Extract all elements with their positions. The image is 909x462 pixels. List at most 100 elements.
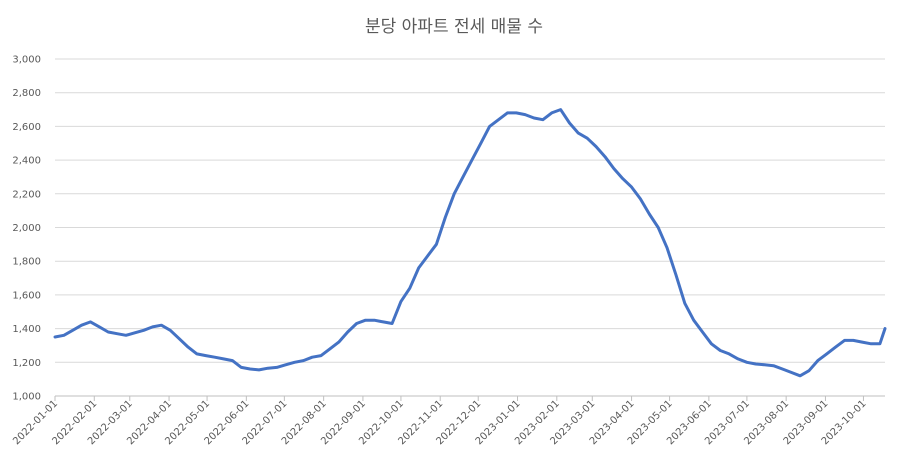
data-point	[53, 335, 57, 339]
y-tick-label: 3,000	[12, 55, 41, 66]
data-point	[834, 345, 837, 349]
data-point	[426, 254, 429, 258]
data-point	[346, 330, 349, 334]
data-point	[319, 354, 323, 357]
y-axis: 1,000 1,200 1,400 1,600 1,800 2,000 2,200 2,400…	[12, 55, 41, 403]
y-tick-label: 2,800	[12, 88, 41, 99]
data-point	[452, 192, 456, 195]
data-point	[195, 352, 199, 356]
data-point	[568, 121, 571, 125]
data-point	[798, 374, 802, 377]
data-point	[878, 342, 882, 345]
data-point	[204, 354, 207, 357]
data-point	[852, 339, 855, 342]
y-tick-label: 2,000	[12, 223, 41, 234]
data-point	[169, 329, 172, 332]
data-point	[381, 320, 385, 324]
data-point	[621, 177, 624, 180]
data-point	[523, 113, 527, 116]
data-point	[222, 357, 225, 361]
data-point	[825, 352, 828, 356]
y-tick-label: 1,800	[12, 257, 41, 268]
y-tick-label: 1,400	[12, 324, 41, 335]
data-point	[328, 347, 332, 351]
data-point	[248, 367, 252, 371]
data-point	[240, 366, 243, 369]
data-point	[293, 361, 296, 364]
data-point	[364, 318, 367, 322]
data-point	[754, 362, 757, 366]
data-point	[860, 340, 864, 344]
chart-title: 분당 아파트 전세 매물 수	[365, 17, 543, 37]
data-point	[71, 329, 74, 332]
data-point	[151, 325, 154, 329]
data-point	[586, 136, 589, 140]
data-point	[98, 325, 101, 329]
data-point	[461, 175, 465, 179]
data-point	[266, 366, 270, 370]
gridlines	[55, 58, 885, 363]
data-point	[639, 197, 642, 201]
data-point	[470, 158, 474, 162]
data-point	[515, 111, 518, 115]
data-point	[479, 142, 482, 145]
data-point	[284, 363, 287, 367]
data-point	[257, 368, 261, 372]
data-point	[594, 145, 598, 148]
x-axis: 2022-01-012022-02-012022-03-012022-04-01…	[11, 395, 885, 447]
data-point	[692, 318, 695, 322]
data-point	[497, 118, 500, 121]
series-line	[53, 108, 887, 378]
y-tick-label: 1,600	[12, 290, 41, 301]
data-point	[444, 216, 447, 219]
data-point	[213, 356, 216, 359]
data-point	[807, 369, 811, 372]
data-point	[701, 330, 704, 334]
data-point	[311, 356, 314, 359]
data-point	[772, 364, 775, 367]
data-point	[577, 131, 580, 135]
data-point	[727, 352, 731, 356]
y-tick-label: 2,600	[12, 122, 41, 133]
data-point	[186, 345, 190, 349]
data-point	[869, 342, 873, 345]
data-point	[115, 332, 119, 335]
data-point	[843, 339, 846, 342]
data-point	[231, 359, 234, 362]
data-point	[816, 359, 820, 362]
y-tick-label: 2,400	[12, 156, 41, 167]
data-point	[710, 342, 713, 345]
y-tick-label: 1,000	[12, 392, 41, 403]
data-point	[417, 266, 420, 270]
data-point	[355, 322, 358, 325]
data-point	[674, 273, 678, 276]
data-point	[124, 334, 128, 337]
data-point	[408, 286, 412, 290]
data-point	[532, 116, 536, 120]
data-point	[107, 330, 110, 334]
data-point	[550, 111, 553, 115]
data-point	[603, 155, 607, 158]
data-point	[559, 108, 562, 111]
data-point	[541, 118, 545, 121]
data-point	[399, 300, 403, 303]
data-point	[488, 125, 491, 128]
y-tick-label: 2,200	[12, 189, 41, 200]
data-point	[656, 226, 660, 229]
data-point	[506, 111, 509, 115]
data-point	[62, 334, 66, 337]
data-point	[719, 349, 722, 352]
data-point	[80, 324, 83, 327]
data-point	[763, 363, 766, 367]
y-tick-label: 1,200	[12, 358, 41, 369]
data-point	[142, 329, 145, 332]
data-point	[790, 371, 793, 374]
data-point	[648, 212, 651, 216]
data-point	[736, 357, 740, 361]
data-point	[435, 243, 438, 246]
data-point	[781, 367, 784, 371]
data-point	[133, 331, 137, 335]
data-point	[275, 366, 278, 369]
data-point	[612, 167, 616, 170]
